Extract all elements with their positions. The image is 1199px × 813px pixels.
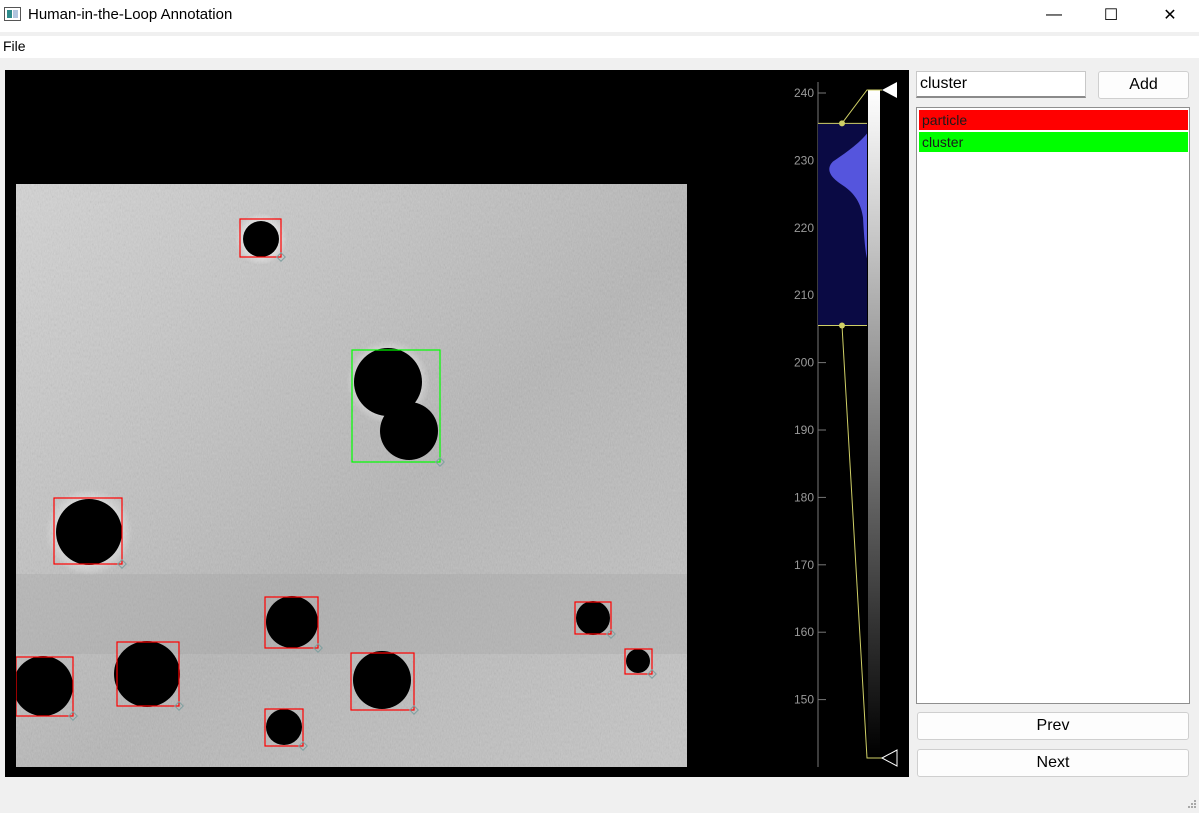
microscopy-image[interactable] — [16, 184, 687, 767]
axis-tick-label: 190 — [794, 423, 814, 437]
cluster-blob — [354, 348, 422, 416]
axis-tick-label: 210 — [794, 288, 814, 302]
resize-handle[interactable] — [606, 629, 616, 639]
lut-mapping-line — [841, 325, 882, 759]
axis-tick-label: 150 — [794, 693, 814, 707]
axis-tick-label: 220 — [794, 221, 814, 235]
histogram-axis: 240 230 220 210 200 190 180 170 160 150 — [794, 86, 826, 707]
next-button[interactable]: Next — [917, 749, 1189, 777]
resize-handle[interactable] — [276, 252, 286, 262]
particle-boxes — [16, 218, 657, 751]
title-bar: Human-in-the-Loop Annotation — ☐ ✕ — [0, 0, 1199, 32]
resize-handle[interactable] — [298, 741, 308, 751]
particle-blob — [243, 221, 279, 257]
annotation-box[interactable] — [116, 641, 180, 707]
axis-tick-label: 200 — [794, 356, 814, 370]
particles-layer — [16, 213, 650, 745]
annotation-box[interactable] — [350, 652, 415, 711]
class-item-cluster[interactable]: cluster — [919, 132, 1188, 152]
particle-blob — [56, 499, 122, 565]
menu-bar: File — [0, 36, 1199, 58]
histogram-lut[interactable]: 240 230 220 210 200 190 180 170 160 150 — [775, 70, 909, 777]
resize-handle[interactable] — [409, 705, 419, 715]
menu-file[interactable]: File — [3, 38, 26, 54]
resize-handle[interactable] — [174, 701, 184, 711]
image-viewer[interactable]: 240 230 220 210 200 190 180 170 160 150 — [5, 70, 909, 777]
resize-handle[interactable] — [313, 643, 323, 653]
annotation-box[interactable] — [351, 349, 441, 463]
prev-button[interactable]: Prev — [917, 712, 1189, 740]
axis-tick-label: 170 — [794, 558, 814, 572]
particle-blob — [353, 651, 411, 709]
resize-handle[interactable] — [68, 711, 78, 721]
class-item-particle[interactable]: particle — [919, 110, 1188, 130]
resize-handle[interactable] — [647, 669, 657, 679]
annotation-box[interactable] — [624, 648, 653, 675]
close-icon: ✕ — [1163, 7, 1177, 24]
lut-max-triangle-icon[interactable] — [882, 82, 897, 98]
resize-handle[interactable] — [435, 457, 445, 467]
axis-tick-label: 160 — [794, 625, 814, 639]
resize-grip-icon[interactable] — [1185, 799, 1197, 811]
particle-blob — [626, 649, 650, 673]
axis-tick-label: 180 — [794, 490, 814, 504]
axis-tick-label: 240 — [794, 86, 814, 100]
close-button[interactable]: ✕ — [1140, 0, 1199, 30]
app-icon — [4, 7, 21, 21]
lut-min-triangle-icon[interactable] — [880, 749, 898, 767]
particle-blob — [266, 709, 302, 745]
annotation-box[interactable] — [264, 708, 304, 747]
gradient-bar — [868, 90, 880, 757]
particle-blob — [266, 596, 318, 648]
minimize-button[interactable]: — — [1024, 0, 1084, 30]
axis-tick-label: 230 — [794, 153, 814, 167]
resize-handle[interactable] — [117, 559, 127, 569]
annotation-box[interactable] — [53, 497, 123, 565]
cluster-boxes — [351, 349, 445, 467]
class-name-input[interactable] — [916, 71, 1086, 98]
annotation-box[interactable] — [574, 601, 612, 635]
annotation-box[interactable] — [16, 656, 74, 717]
window-title: Human-in-the-Loop Annotation — [28, 6, 233, 23]
class-list[interactable]: particle cluster — [916, 107, 1190, 704]
minimize-icon: — — [1046, 6, 1062, 23]
particle-blob — [114, 641, 180, 707]
annotation-box[interactable] — [264, 596, 319, 649]
annotation-box[interactable] — [239, 218, 282, 258]
add-button[interactable]: Add — [1098, 71, 1189, 99]
maximize-button[interactable]: ☐ — [1081, 0, 1141, 30]
lut-mapping-line — [841, 89, 882, 124]
particle-blob — [16, 656, 73, 716]
cluster-blob — [380, 402, 438, 460]
histogram-fill — [829, 133, 867, 259]
maximize-icon: ☐ — [1103, 7, 1119, 24]
particle-blob — [576, 601, 610, 635]
